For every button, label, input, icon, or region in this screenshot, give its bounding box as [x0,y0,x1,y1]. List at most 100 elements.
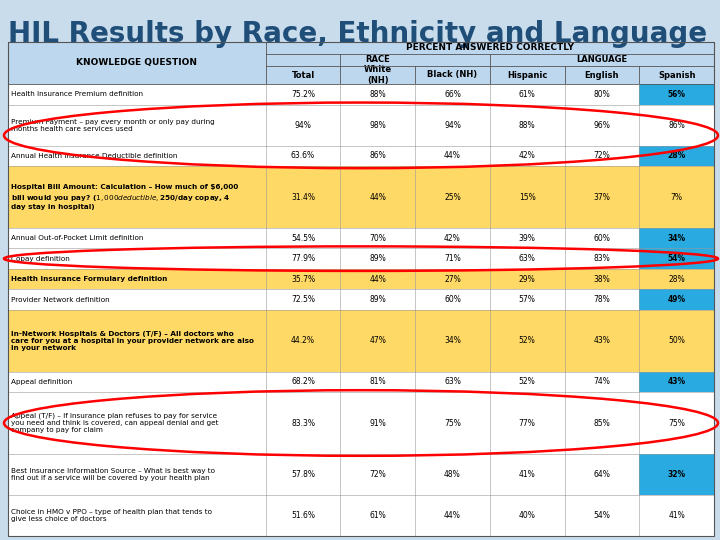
Text: LANGUAGE: LANGUAGE [577,56,628,64]
Text: 54%: 54% [667,254,685,263]
Text: Appeal (T/F) – If insurance plan refuses to pay for service
you need and think i: Appeal (T/F) – If insurance plan refuses… [11,413,218,433]
Text: Annual Out-of-Pocket Limit definition: Annual Out-of-Pocket Limit definition [11,235,143,241]
Text: 86%: 86% [668,120,685,130]
Text: 37%: 37% [593,192,611,201]
Text: 38%: 38% [593,275,611,284]
Text: Copay definition: Copay definition [11,255,70,262]
Bar [639,454,714,495]
Text: 66%: 66% [444,90,461,99]
Text: English: English [585,71,619,79]
Text: 63%: 63% [444,377,461,387]
Text: 72%: 72% [369,470,386,479]
Text: 86%: 86% [369,151,386,160]
Text: 70%: 70% [369,234,386,242]
Text: 25%: 25% [444,192,461,201]
Bar [8,310,714,372]
Bar [8,289,714,310]
Text: 29%: 29% [519,275,536,284]
Text: 72%: 72% [593,151,611,160]
Text: Health Insurance Premium definition: Health Insurance Premium definition [11,91,143,97]
Text: 75%: 75% [668,418,685,428]
Text: 41%: 41% [519,470,536,479]
Text: 77%: 77% [519,418,536,428]
Text: Best Insurance Information Source – What is best way to
find out if a service wi: Best Insurance Information Source – What… [11,468,215,481]
Text: 89%: 89% [369,295,386,304]
Text: 83.3%: 83.3% [291,418,315,428]
Text: Total: Total [292,71,315,79]
Text: 94%: 94% [294,120,312,130]
Text: Appeal definition: Appeal definition [11,379,72,385]
Text: 94%: 94% [444,120,461,130]
Text: 43%: 43% [667,377,685,387]
Text: PERCENT ANSWERED CORRECTLY: PERCENT ANSWERED CORRECTLY [406,44,574,52]
Text: 83%: 83% [593,254,611,263]
Text: Hospital Bill Amount: Calculation – How much of $6,000
bill would you pay? ($1,0: Hospital Bill Amount: Calculation – How … [11,184,238,210]
Bar [639,289,714,310]
Text: 32%: 32% [667,470,685,479]
Text: 49%: 49% [667,295,685,304]
Text: 41%: 41% [668,511,685,520]
Bar [8,248,714,269]
Bar [8,495,714,536]
Text: 88%: 88% [519,120,536,130]
Text: 34%: 34% [667,234,685,242]
Bar [8,269,714,289]
Text: 72.5%: 72.5% [291,295,315,304]
Text: 42%: 42% [519,151,536,160]
Text: 80%: 80% [593,90,611,99]
Text: 88%: 88% [369,90,386,99]
Text: Health Insurance Formulary definition: Health Insurance Formulary definition [11,276,167,282]
Text: Hispanic: Hispanic [507,71,547,79]
Text: RACE: RACE [365,56,390,64]
Text: 71%: 71% [444,254,461,263]
Text: 44%: 44% [369,275,386,284]
Bar [8,84,714,105]
Text: 47%: 47% [369,336,386,345]
Bar [639,84,714,105]
Text: 63.6%: 63.6% [291,151,315,160]
Bar [8,228,714,248]
Text: 40%: 40% [519,511,536,520]
Text: 44%: 44% [444,151,461,160]
Text: 85%: 85% [593,418,611,428]
Bar [8,166,714,228]
Text: 64%: 64% [593,470,611,479]
Text: 61%: 61% [519,90,536,99]
Text: 34%: 34% [444,336,461,345]
Text: Provider Network definition: Provider Network definition [11,296,109,303]
Text: 44%: 44% [369,192,386,201]
Text: KNOWLEDGE QUESTION: KNOWLEDGE QUESTION [76,58,197,68]
Text: 31.4%: 31.4% [291,192,315,201]
Text: 48%: 48% [444,470,461,479]
Text: 44%: 44% [444,511,461,520]
Text: 42%: 42% [444,234,461,242]
Text: Black (NH): Black (NH) [428,71,477,79]
Text: 68.2%: 68.2% [291,377,315,387]
Bar [639,372,714,392]
Text: 81%: 81% [369,377,386,387]
Text: 74%: 74% [593,377,611,387]
Text: 98%: 98% [369,120,386,130]
Bar [8,105,714,146]
Text: Choice in HMO v PPO – type of health plan that tends to
give less choice of doct: Choice in HMO v PPO – type of health pla… [11,509,212,522]
Text: 57%: 57% [519,295,536,304]
Text: 50%: 50% [668,336,685,345]
Text: 91%: 91% [369,418,386,428]
Text: Premium Payment – pay every month or only pay during
months health care services: Premium Payment – pay every month or onl… [11,119,215,132]
Text: 89%: 89% [369,254,386,263]
Text: 27%: 27% [444,275,461,284]
Text: HIL Results by Race, Ethnicity and Language: HIL Results by Race, Ethnicity and Langu… [8,20,707,48]
Text: 75.2%: 75.2% [291,90,315,99]
Text: 15%: 15% [519,192,536,201]
Text: White
(NH): White (NH) [364,65,392,85]
Text: In-Network Hospitals & Doctors (T/F) – All doctors who
care for you at a hospita: In-Network Hospitals & Doctors (T/F) – A… [11,331,254,351]
Text: 54%: 54% [593,511,611,520]
Text: 96%: 96% [593,120,611,130]
Text: 61%: 61% [369,511,386,520]
Bar [639,228,714,248]
Bar [639,146,714,166]
Text: 78%: 78% [593,295,611,304]
Text: 77.9%: 77.9% [291,254,315,263]
Text: 43%: 43% [593,336,611,345]
Bar [8,42,714,84]
